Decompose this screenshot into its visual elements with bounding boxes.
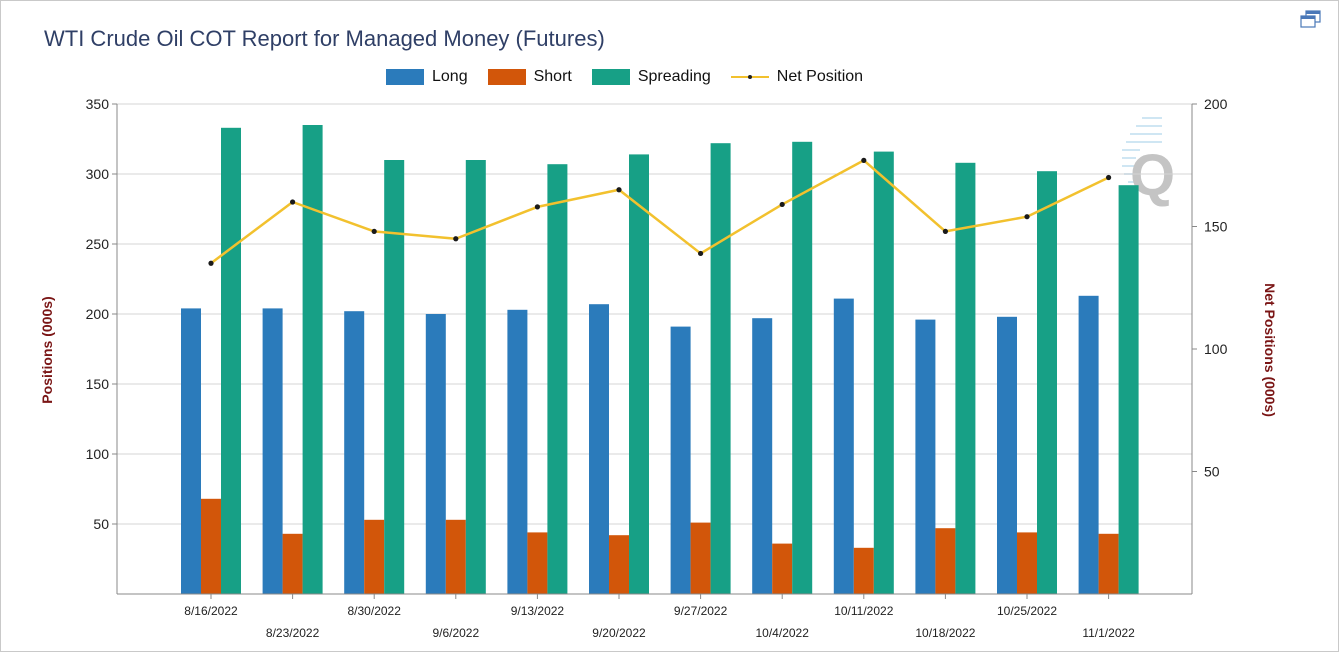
net-position-point bbox=[616, 187, 622, 193]
bar-short bbox=[1098, 533, 1119, 594]
legend-label-short: Short bbox=[533, 68, 572, 85]
x-tick-label: 10/25/2022 bbox=[997, 604, 1057, 618]
legend-swatch-net-position bbox=[730, 69, 769, 85]
bar-long bbox=[589, 304, 609, 594]
bar-short bbox=[1017, 532, 1037, 594]
y-tick-label: 150 bbox=[86, 376, 110, 392]
x-tick-label: 9/20/2022 bbox=[592, 626, 646, 640]
axes: 50 100 150 200 250 300 350 50 100 150 200 8/16/2022… bbox=[86, 96, 1228, 640]
net-position-point bbox=[453, 236, 459, 242]
window-restore-icon bbox=[1300, 10, 1321, 28]
bar-short bbox=[853, 547, 874, 594]
y-tick-label: 300 bbox=[86, 166, 110, 182]
bar-short bbox=[935, 528, 956, 594]
bar-spreading bbox=[792, 141, 813, 595]
net-position-line-layer bbox=[208, 157, 1112, 266]
net-position-point bbox=[371, 228, 377, 234]
legend-item-net-position[interactable]: Net Position bbox=[730, 68, 864, 86]
legend-swatch-long bbox=[386, 69, 424, 85]
net-position-point bbox=[290, 199, 296, 205]
y-tick-label: 50 bbox=[93, 516, 109, 532]
bar-long bbox=[425, 314, 446, 594]
bar-long bbox=[670, 326, 691, 594]
net-position-point bbox=[698, 250, 704, 257]
bar-marks bbox=[181, 125, 1139, 595]
net-position-point bbox=[942, 228, 949, 234]
chart-legend: Long Short Spreading Net Position bbox=[386, 68, 883, 86]
legend-item-short[interactable]: Short bbox=[487, 68, 572, 86]
y-tick-label: 100 bbox=[86, 446, 110, 462]
bar-long bbox=[752, 318, 773, 594]
x-tick-label: 10/4/2022 bbox=[756, 626, 810, 640]
y2-tick-label: 50 bbox=[1204, 464, 1220, 480]
bar-spreading bbox=[221, 127, 241, 595]
bar-spreading bbox=[547, 164, 568, 594]
x-tick-label: 10/18/2022 bbox=[915, 626, 975, 640]
bar-long bbox=[915, 319, 936, 594]
net-position-point bbox=[779, 201, 785, 208]
x-tick-label: 8/30/2022 bbox=[348, 604, 402, 618]
y-tick-label: 250 bbox=[86, 236, 110, 252]
x-tick-label: 8/23/2022 bbox=[266, 626, 320, 640]
chart-title: WTI Crude Oil COT Report for Managed Mon… bbox=[44, 26, 605, 51]
legend-swatch-short bbox=[487, 69, 526, 85]
x-tick-label: 8/16/2022 bbox=[184, 604, 238, 618]
y2-tick-label: 150 bbox=[1204, 219, 1228, 235]
legend-label-long: Long bbox=[432, 68, 468, 85]
legend-item-long[interactable]: Long bbox=[386, 68, 468, 86]
x-tick-label: 9/6/2022 bbox=[432, 626, 479, 640]
y-axis-title: Positions (000s) bbox=[39, 296, 55, 403]
net-position-point bbox=[208, 260, 214, 266]
bar-spreading bbox=[465, 160, 486, 594]
net-position-point bbox=[534, 204, 541, 210]
bar-short bbox=[282, 533, 303, 594]
bar-short bbox=[772, 543, 793, 594]
bar-spreading bbox=[1037, 171, 1057, 594]
net-position-line bbox=[210, 159, 1110, 265]
net-position-point bbox=[1106, 174, 1112, 181]
bar-spreading bbox=[1118, 185, 1139, 594]
bar-short bbox=[690, 522, 711, 594]
y-tick-label: 350 bbox=[86, 96, 110, 112]
legend-label-net-position: Net Position bbox=[776, 68, 864, 85]
x-tick-label: 9/13/2022 bbox=[511, 604, 565, 618]
legend-swatch-spreading bbox=[591, 69, 630, 85]
bar-short bbox=[201, 498, 221, 594]
y2-tick-label: 100 bbox=[1204, 341, 1228, 357]
bar-short bbox=[364, 519, 385, 594]
bar-short bbox=[527, 532, 548, 594]
bar-short bbox=[609, 535, 629, 594]
window-restore-button[interactable] bbox=[1300, 10, 1322, 28]
x-tick-label: 11/1/2022 bbox=[1082, 626, 1135, 640]
net-position-point bbox=[1024, 214, 1030, 220]
bar-spreading bbox=[710, 143, 731, 594]
bar-long bbox=[507, 309, 528, 594]
bar-spreading bbox=[302, 125, 323, 594]
bar-long bbox=[181, 308, 201, 594]
bar-long bbox=[344, 311, 365, 594]
legend-label-spreading: Spreading bbox=[637, 68, 711, 85]
bar-spreading bbox=[629, 154, 649, 594]
bar-long bbox=[1078, 295, 1099, 594]
x-tick-label: 9/27/2022 bbox=[674, 604, 728, 618]
x-tick-label: 10/11/2022 bbox=[834, 604, 893, 618]
y2-axis-title: Net Positions (000s) bbox=[1262, 283, 1278, 417]
y2-tick-label: 200 bbox=[1204, 96, 1228, 112]
net-position-point bbox=[861, 157, 867, 163]
y-tick-label: 200 bbox=[86, 306, 110, 322]
bar-spreading bbox=[873, 151, 894, 594]
bar-spreading bbox=[384, 160, 405, 594]
bar-spreading bbox=[955, 162, 976, 595]
bar-long bbox=[262, 308, 283, 594]
bar-long bbox=[833, 298, 854, 594]
legend-item-spreading[interactable]: Spreading bbox=[591, 68, 711, 86]
bar-long bbox=[997, 316, 1017, 594]
bar-short bbox=[445, 519, 466, 594]
